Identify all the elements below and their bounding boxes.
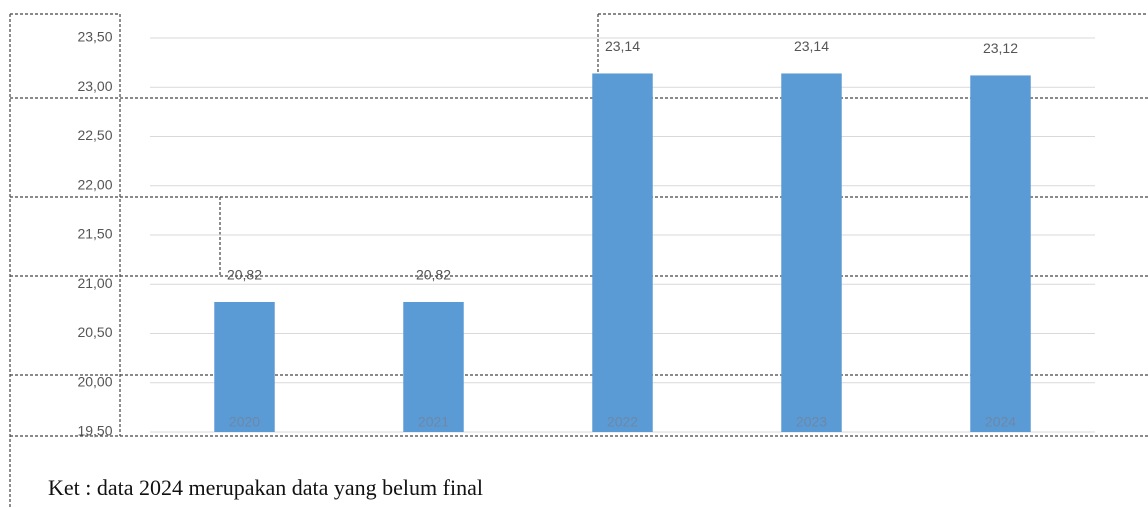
data-label: 20,82 (416, 267, 451, 283)
x-tick-label: 2022 (607, 414, 638, 430)
y-tick-label: 19,50 (77, 423, 112, 439)
data-label: 23,12 (983, 40, 1018, 56)
x-tick-label: 2024 (985, 414, 1016, 430)
y-tick-label: 20,50 (77, 324, 112, 340)
bar (781, 73, 842, 433)
bar (970, 75, 1031, 433)
data-label: 23,14 (605, 38, 640, 54)
y-tick-label: 22,00 (77, 176, 112, 192)
x-tick-label: 2021 (418, 414, 449, 430)
y-tick-label: 20,00 (77, 373, 112, 389)
bar (403, 301, 464, 432)
y-tick-label: 22,50 (77, 127, 112, 143)
y-tick-label: 21,50 (77, 226, 112, 242)
x-tick-label: 2020 (229, 414, 260, 430)
layout-guides (9, 13, 1148, 508)
x-tick-label: 2023 (796, 414, 827, 430)
data-label: 23,14 (794, 38, 829, 54)
bar (592, 73, 653, 433)
note: Ket : data 2024 merupakan data yang belu… (48, 475, 483, 500)
y-tick-label: 21,00 (77, 275, 112, 291)
bar (214, 301, 275, 432)
y-tick-label: 23,50 (77, 29, 112, 45)
data-label: 20,82 (227, 267, 262, 283)
y-tick-label: 23,00 (77, 78, 112, 94)
